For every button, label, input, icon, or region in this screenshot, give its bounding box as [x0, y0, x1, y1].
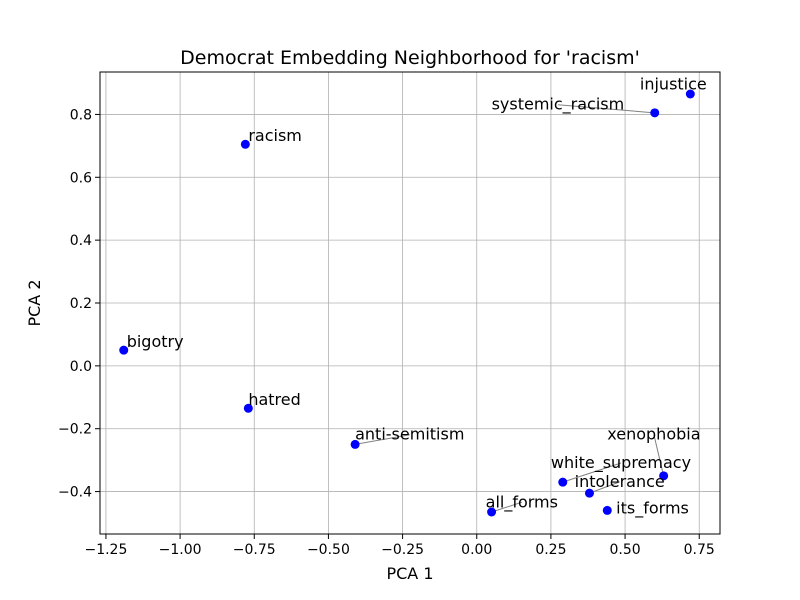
point-label: systemic_racism [492, 95, 625, 115]
leader-line [491, 501, 522, 513]
y-tick-label: 0.2 [70, 296, 92, 312]
x-tick-label: −0.50 [307, 542, 350, 558]
point-label: its_forms [616, 499, 689, 519]
data-point [350, 439, 360, 449]
leader-line [562, 462, 622, 483]
x-tick-label: 0.00 [461, 542, 492, 558]
x-tick-label: −0.75 [233, 542, 276, 558]
leader-line [589, 481, 620, 494]
point-label: bigotry [127, 332, 184, 351]
x-axis-ticks: −1.25 −1.00 −0.75 −0.50 −0.25 0.00 0.25 0.50 0.7… [84, 534, 715, 558]
data-point [558, 477, 568, 487]
y-axis-ticks: −0.4 −0.2 0.0 0.2 0.4 0.6 0.8 [58, 107, 100, 501]
x-tick-label: 0.50 [609, 542, 640, 558]
point-label: injustice [640, 74, 707, 93]
data-point [240, 139, 250, 149]
data-point [650, 108, 660, 118]
data-point [602, 505, 612, 515]
x-tick-label: −0.25 [381, 542, 424, 558]
y-tick-label: −0.4 [58, 485, 92, 501]
y-tick-label: 0.8 [70, 107, 92, 123]
point-label: all_forms [486, 492, 558, 512]
leader-lines [355, 104, 665, 513]
leader-line [557, 104, 655, 114]
point-label: xenophobia [607, 425, 700, 444]
data-point [659, 471, 669, 481]
data-point [487, 507, 497, 517]
x-tick-label: 0.75 [684, 542, 715, 558]
y-tick-label: 0.6 [70, 170, 92, 186]
y-axis-label: PCA 2 [25, 279, 44, 326]
data-point [119, 345, 129, 355]
point-label: anti-semitism [355, 425, 464, 444]
y-tick-label: −0.2 [58, 422, 92, 438]
point-label: hatred [248, 390, 300, 409]
grid [100, 72, 720, 534]
chart-title: Democrat Embedding Neighborhood for 'rac… [180, 47, 640, 69]
leader-line [653, 434, 665, 476]
x-tick-label: −1.00 [159, 542, 202, 558]
point-label: racism [248, 126, 302, 145]
data-point [243, 403, 253, 413]
data-points [119, 89, 695, 517]
x-axis-label: PCA 1 [386, 564, 433, 583]
x-tick-label: 0.25 [535, 542, 566, 558]
data-point [685, 89, 695, 99]
data-point [584, 488, 594, 498]
y-tick-label: 0.4 [70, 233, 92, 249]
point-label: white_supremacy [551, 453, 691, 473]
point-labels: racism bigotry hatred anti-semitism injustic… [127, 74, 707, 518]
x-tick-label: −1.25 [84, 542, 127, 558]
leader-line [355, 434, 410, 445]
point-label: intolerance [575, 472, 665, 491]
y-tick-label: 0.0 [70, 359, 92, 375]
